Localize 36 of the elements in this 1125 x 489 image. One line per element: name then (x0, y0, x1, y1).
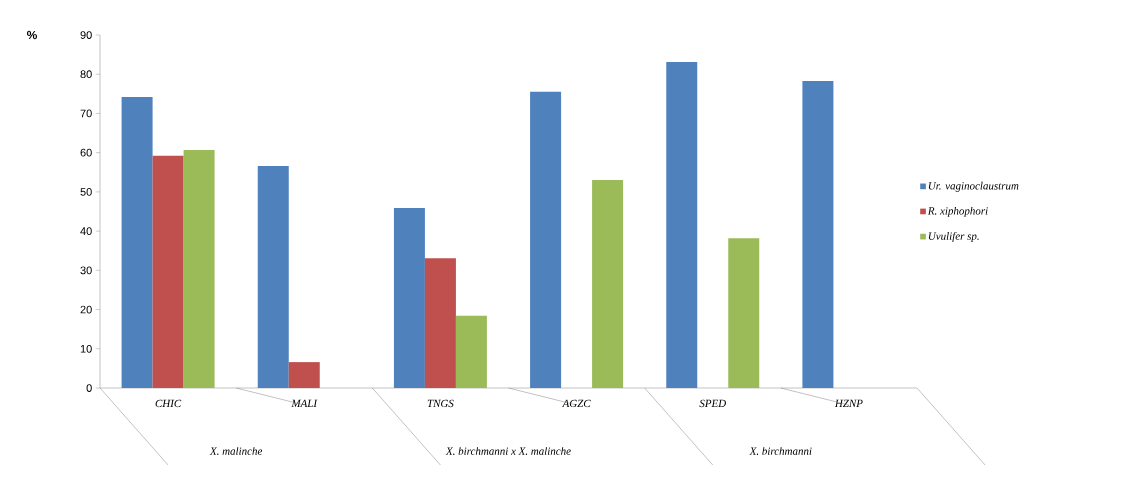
y-tick-label: 90 (80, 31, 92, 39)
x-tick-label: MALI (291, 399, 318, 408)
x-tick-label: TNGS (427, 399, 454, 408)
bar (257, 166, 289, 388)
legend-label: R. xiphophori (927, 206, 988, 217)
bar (666, 62, 698, 388)
y-tick-label: 20 (80, 305, 92, 314)
text: X. birchmanni x X. malinche (445, 447, 571, 455)
y-tick-label: 80 (80, 70, 92, 79)
x-tick-label: SPED (699, 399, 726, 408)
y-tick-label: 0 (86, 384, 92, 392)
bar (802, 80, 834, 388)
legend-label: Uvulifer sp. (928, 231, 979, 243)
y-axis-title: % (26, 30, 37, 40)
x-tick-label: AGZC (561, 399, 591, 408)
y-tick-label: 40 (80, 227, 92, 235)
y-tick-label: 50 (80, 188, 92, 196)
text: X. malinche (209, 447, 263, 455)
bar (393, 207, 425, 388)
bar (424, 258, 456, 388)
x-tick-label: HZNP (834, 399, 863, 407)
bar (288, 362, 320, 388)
bar (592, 180, 624, 388)
bar (728, 238, 760, 388)
y-tick-label: 70 (80, 109, 92, 118)
legend-label: Ur. vaginoclaustrum (928, 181, 1019, 192)
y-tick-label: 10 (80, 344, 92, 353)
bar (455, 315, 487, 388)
bar (152, 155, 184, 388)
bar (530, 91, 562, 388)
y-tick-label: 60 (80, 148, 92, 157)
y-tick-label: 30 (80, 266, 92, 275)
x-tick-label: CHIC (155, 399, 182, 408)
bar (183, 149, 215, 388)
text: X. birchmanni (749, 447, 812, 455)
bar (121, 96, 153, 388)
